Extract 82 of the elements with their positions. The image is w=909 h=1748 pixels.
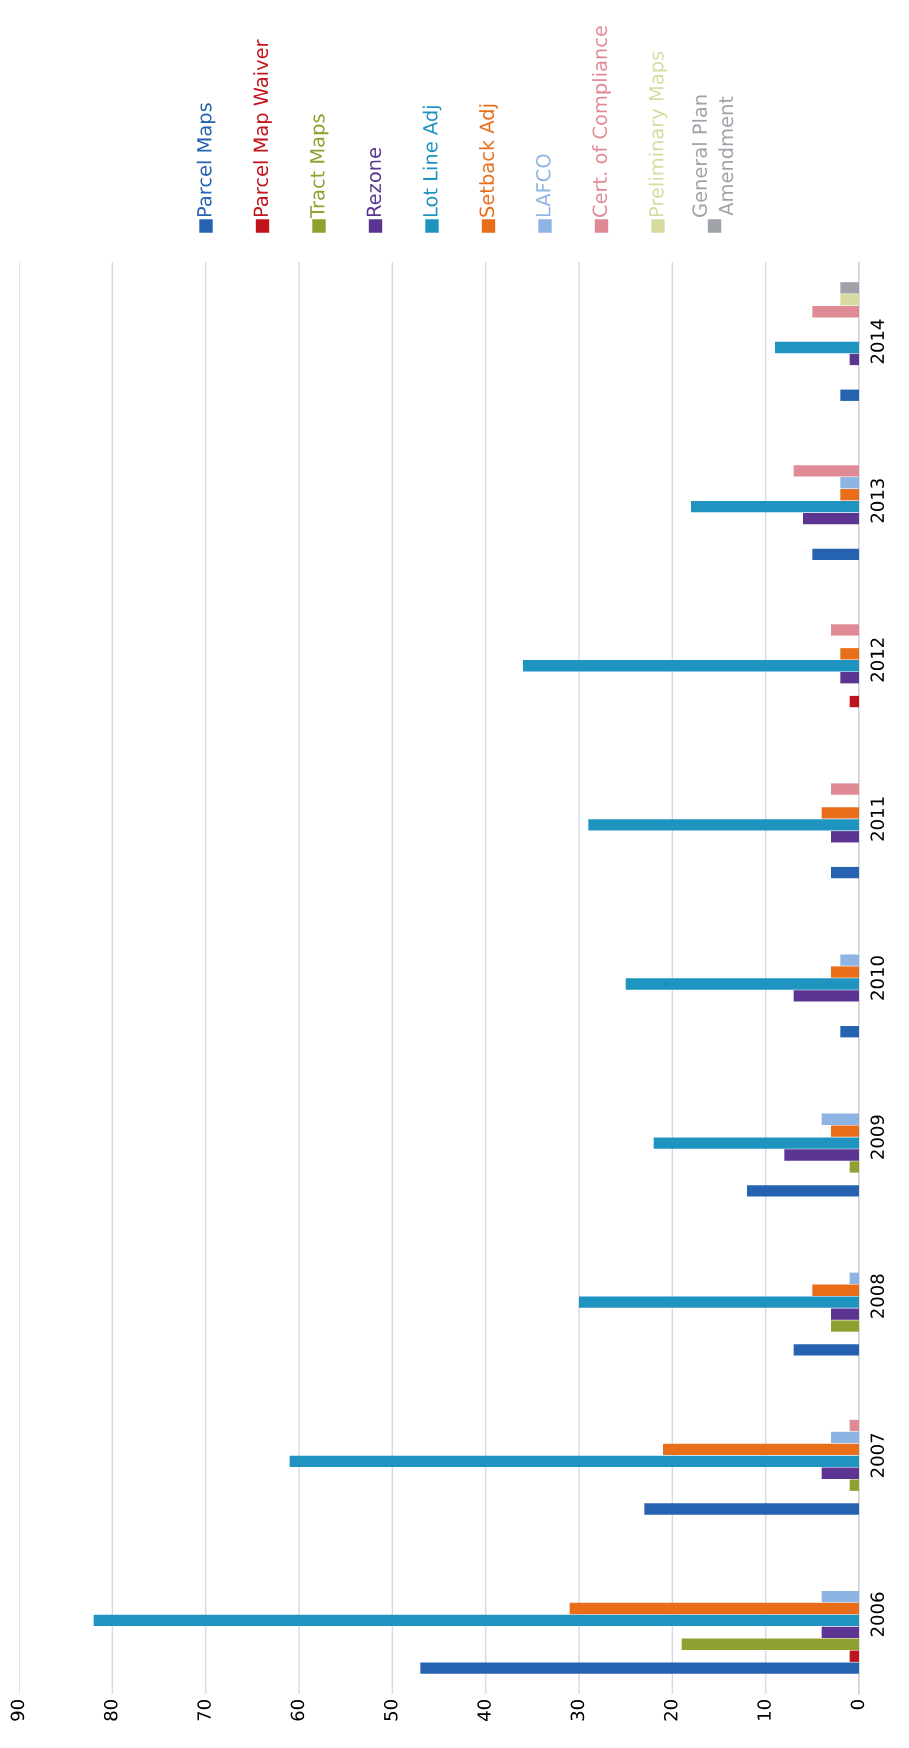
text: Cert. of Compliance <box>592 26 611 217</box>
bar <box>849 1650 859 1662</box>
bar <box>831 1431 859 1444</box>
y-tick-label: 2013 <box>870 479 885 523</box>
bar <box>793 990 859 1002</box>
bar <box>289 1455 859 1467</box>
bar <box>793 465 859 477</box>
x-tick-label: 30 <box>570 1700 585 1721</box>
bar <box>821 1467 859 1479</box>
bar <box>420 1662 859 1674</box>
text: Parcel Map Waiver <box>253 39 272 217</box>
bar <box>840 648 859 660</box>
bar <box>821 807 859 819</box>
x-tick-label: 0 <box>850 1700 865 1710</box>
bar <box>812 306 859 318</box>
y-tick-label: 2011 <box>870 797 885 841</box>
y-tick-label: 2008 <box>870 1274 885 1318</box>
bar <box>831 624 859 636</box>
x-tick-label: 50 <box>383 1700 398 1721</box>
bar <box>849 1161 859 1173</box>
bar <box>840 282 859 294</box>
text: Setback Adj <box>479 104 498 217</box>
bar <box>691 500 859 513</box>
bar <box>588 819 859 831</box>
text: General Plan Amendment <box>691 95 734 217</box>
x-tick-label: 20 <box>663 1700 678 1721</box>
bar <box>681 1638 859 1650</box>
bar <box>523 660 859 672</box>
bar <box>849 1272 859 1284</box>
x-tick-label: 90 <box>10 1700 25 1721</box>
x-tick-label: 80 <box>103 1700 118 1721</box>
bar <box>803 512 859 525</box>
bar <box>840 294 859 306</box>
y-tick-label: 2009 <box>870 1115 885 1159</box>
text: Preliminary Maps <box>648 51 668 217</box>
bar <box>849 695 859 708</box>
bar <box>775 341 859 354</box>
bar <box>821 1590 859 1603</box>
x-tick-label: 40 <box>477 1700 491 1721</box>
bar <box>784 1149 859 1161</box>
x-tick-label: 60 <box>290 1700 305 1721</box>
y-tick-label: 2010 <box>870 956 885 1000</box>
bar <box>569 1602 859 1615</box>
bar <box>840 489 859 501</box>
bar <box>831 831 859 843</box>
bar <box>849 1479 859 1491</box>
bar <box>849 353 859 366</box>
bar <box>821 1113 859 1125</box>
bar <box>831 866 859 879</box>
bar <box>653 1137 859 1149</box>
text: LAFCO <box>535 154 551 217</box>
text: Tract Maps <box>310 114 329 219</box>
bar <box>579 1296 859 1308</box>
bar <box>840 954 859 966</box>
bar <box>840 389 859 401</box>
bar <box>840 477 859 489</box>
bar <box>831 1308 859 1320</box>
text: Lot Line Adj <box>422 106 442 217</box>
y-tick-label: 2014 <box>870 319 885 364</box>
bar <box>840 1026 859 1038</box>
y-tick-label: 2012 <box>870 638 885 682</box>
bar <box>849 1419 859 1432</box>
text: Parcel Maps <box>196 103 216 217</box>
y-tick-label: 2006 <box>870 1592 885 1637</box>
bar <box>625 978 859 990</box>
bar <box>831 783 859 795</box>
bar <box>644 1503 859 1515</box>
bar <box>840 672 859 684</box>
bar <box>812 1284 859 1296</box>
bar <box>663 1443 859 1456</box>
bar <box>747 1185 859 1197</box>
x-tick-label: 10 <box>757 1700 771 1720</box>
bar <box>812 548 859 561</box>
bar <box>821 1626 859 1639</box>
bar <box>831 1125 859 1137</box>
y-tick-label: 2007 <box>870 1433 885 1477</box>
bar <box>831 966 859 978</box>
bar <box>793 1344 859 1356</box>
bar <box>831 1320 859 1332</box>
x-tick-label: 70 <box>197 1700 211 1721</box>
text: Rezone <box>366 148 382 217</box>
bar <box>93 1614 859 1627</box>
